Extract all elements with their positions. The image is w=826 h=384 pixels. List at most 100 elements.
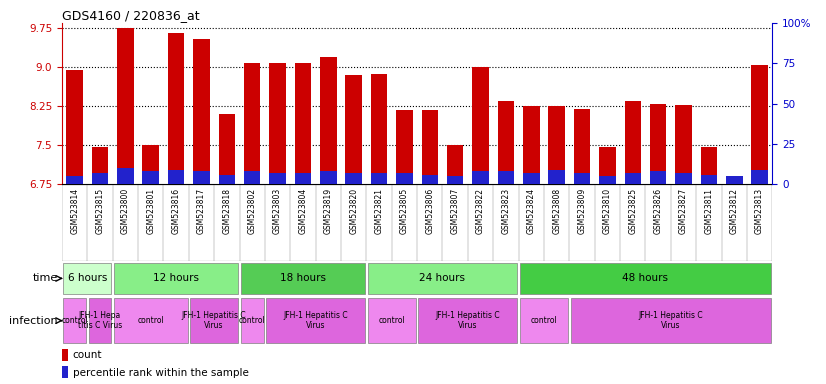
Bar (193, 171, 210, 184)
Bar (421, 111, 438, 184)
Bar (447, 176, 463, 184)
Bar (168, 33, 184, 184)
Bar (599, 147, 615, 184)
Bar (269, 63, 286, 184)
Text: GSM523802: GSM523802 (248, 188, 257, 234)
Bar (520, 298, 568, 343)
Bar (320, 57, 336, 184)
Bar (92, 173, 108, 184)
Bar (62, 349, 69, 361)
Bar (168, 170, 184, 184)
Text: infection: infection (9, 316, 58, 326)
Bar (244, 63, 260, 184)
Bar (241, 263, 365, 294)
Text: GSM523812: GSM523812 (729, 188, 738, 234)
Bar (117, 28, 134, 184)
Bar (421, 175, 438, 184)
Bar (190, 298, 238, 343)
Text: GSM523811: GSM523811 (705, 188, 714, 234)
Text: GSM523826: GSM523826 (653, 188, 662, 234)
Text: JFH-1 Hepatitis C
Virus: JFH-1 Hepatitis C Virus (182, 311, 246, 330)
Text: percentile rank within the sample: percentile rank within the sample (73, 367, 249, 377)
Bar (523, 106, 539, 184)
Bar (193, 39, 210, 184)
Text: GSM523817: GSM523817 (197, 188, 206, 234)
Text: GSM523823: GSM523823 (501, 188, 510, 234)
Bar (676, 105, 691, 184)
Bar (599, 176, 615, 184)
Bar (219, 175, 235, 184)
Text: GSM523800: GSM523800 (121, 188, 130, 234)
Bar (92, 147, 108, 184)
Bar (548, 106, 565, 184)
Bar (624, 173, 641, 184)
Bar (143, 145, 159, 184)
Text: GSM523827: GSM523827 (679, 188, 688, 234)
Bar (266, 298, 365, 343)
Text: 24 hours: 24 hours (420, 273, 466, 283)
Bar (114, 298, 188, 343)
Bar (520, 263, 771, 294)
Text: control: control (61, 316, 88, 325)
Bar (295, 173, 311, 184)
Text: GSM523814: GSM523814 (70, 188, 79, 234)
Text: JFH-1 Hepatitis C
Virus: JFH-1 Hepatitis C Virus (435, 311, 501, 330)
Text: GSM523816: GSM523816 (172, 188, 181, 234)
Text: control: control (378, 316, 405, 325)
Bar (295, 63, 311, 184)
Bar (498, 171, 514, 184)
Text: GSM523808: GSM523808 (552, 188, 561, 234)
Text: 6 hours: 6 hours (68, 273, 107, 283)
Text: GSM523804: GSM523804 (298, 188, 307, 234)
Text: 18 hours: 18 hours (280, 273, 326, 283)
Bar (676, 173, 691, 184)
Text: control: control (239, 316, 266, 325)
Bar (368, 263, 517, 294)
Text: 12 hours: 12 hours (153, 273, 199, 283)
Bar (523, 173, 539, 184)
Text: GSM523810: GSM523810 (603, 188, 612, 234)
Bar (345, 75, 362, 184)
Bar (700, 147, 717, 184)
Bar (219, 114, 235, 184)
Text: GDS4160 / 220836_at: GDS4160 / 220836_at (62, 9, 200, 22)
Text: GSM523820: GSM523820 (349, 188, 358, 234)
Bar (624, 101, 641, 184)
Bar (371, 73, 387, 184)
Bar (368, 298, 415, 343)
Bar (419, 298, 517, 343)
Bar (752, 65, 768, 184)
Text: control: control (530, 316, 558, 325)
Text: time: time (32, 273, 58, 283)
Bar (726, 176, 743, 184)
Text: GSM523801: GSM523801 (146, 188, 155, 234)
Bar (66, 176, 83, 184)
Bar (574, 109, 591, 184)
Bar (396, 111, 413, 184)
Text: JFH-1 Hepa
titis C Virus: JFH-1 Hepa titis C Virus (78, 311, 122, 330)
Text: GSM523821: GSM523821 (374, 188, 383, 234)
Bar (574, 173, 591, 184)
Text: GSM523825: GSM523825 (629, 188, 638, 234)
Text: GSM523807: GSM523807 (451, 188, 460, 234)
Bar (548, 170, 565, 184)
Bar (269, 173, 286, 184)
Bar (650, 104, 667, 184)
Text: 48 hours: 48 hours (623, 273, 668, 283)
Bar (241, 298, 263, 343)
Bar (117, 168, 134, 184)
Bar (320, 171, 336, 184)
Bar (371, 173, 387, 184)
Bar (64, 298, 86, 343)
Bar (650, 171, 667, 184)
Bar (498, 101, 514, 184)
Bar (447, 145, 463, 184)
Text: GSM523803: GSM523803 (273, 188, 282, 234)
Bar (396, 173, 413, 184)
Bar (571, 298, 771, 343)
Bar (88, 298, 112, 343)
Bar (244, 171, 260, 184)
Bar (700, 175, 717, 184)
Text: GSM523809: GSM523809 (577, 188, 586, 234)
Bar (472, 171, 489, 184)
